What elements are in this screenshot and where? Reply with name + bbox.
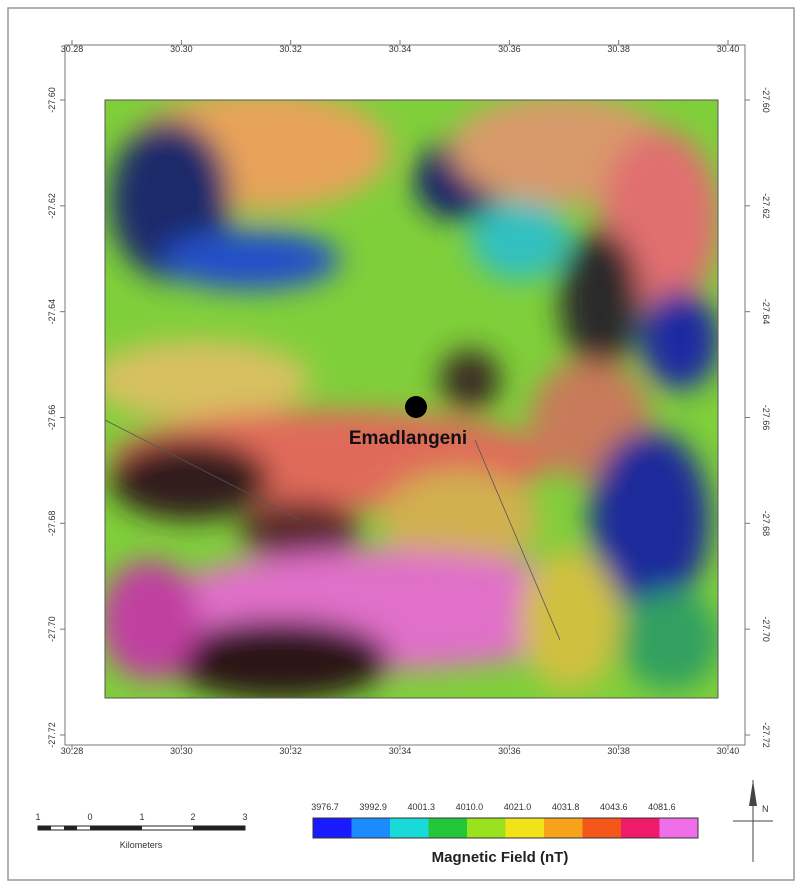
scale-unit: Kilometers — [120, 840, 163, 850]
place-label: Emadlangeni — [349, 428, 467, 449]
scale-label: 3 — [242, 812, 247, 822]
legend-swatch — [313, 818, 352, 838]
y-tick-label-left: -27.62 — [47, 193, 57, 219]
legend-label: 3976.7 — [311, 802, 339, 812]
scale-bar — [38, 826, 245, 830]
page: {"map": {"x_ticks": ["30.28", "30.30", "… — [0, 0, 802, 891]
north-label: N — [762, 804, 769, 814]
legend-swatch — [352, 818, 391, 838]
y-tick-label-left: -27.70 — [47, 616, 57, 642]
y-tick-label-right: -27.64 — [761, 299, 771, 325]
y-tick-label-left: -27.68 — [47, 511, 57, 537]
legend-label: 3992.9 — [359, 802, 387, 812]
y-tick-label-right: -27.72 — [761, 722, 771, 748]
y-tick-label-left: -27.64 — [47, 299, 57, 325]
legend-label: 4081.6 — [648, 802, 676, 812]
legend-label: 4021.0 — [504, 802, 532, 812]
x-tick-label-top: 30.36 — [498, 44, 521, 54]
x-tick-label-top: 30.40 — [717, 44, 740, 54]
legend-label: 4043.6 — [600, 802, 628, 812]
y-tick-label-left: -27.60 — [47, 87, 57, 113]
scale-label: 2 — [190, 812, 195, 822]
legend-swatch — [467, 818, 506, 838]
figure: Emadlangeni Kilometers Magnetic Field (n… — [0, 0, 802, 886]
legend-swatch — [390, 818, 429, 838]
legend-label: 4031.8 — [552, 802, 580, 812]
legend-title: Magnetic Field (nT) — [432, 849, 569, 866]
y-tick-label-left: -27.66 — [47, 405, 57, 431]
y-tick-label-right: -27.62 — [761, 193, 771, 219]
legend-swatch — [660, 818, 699, 838]
legend-swatch — [544, 818, 583, 838]
legend-label: 4010.0 — [456, 802, 484, 812]
y-tick-label-left: -27.72 — [47, 722, 57, 748]
y-tick-label-right: -27.60 — [761, 87, 771, 113]
y-tick-label-right: -27.70 — [761, 616, 771, 642]
y-tick-label-right: -27.66 — [761, 405, 771, 431]
legend-swatch — [429, 818, 468, 838]
legend-label: 4001.3 — [407, 802, 435, 812]
magnetic-map — [90, 90, 720, 700]
scale-label: 0 — [87, 812, 92, 822]
x-tick-label-top: 30.32 — [279, 44, 302, 54]
x-tick-label-top: 30.38 — [607, 44, 630, 54]
y-tick-label-right: -27.68 — [761, 511, 771, 537]
legend-swatch — [583, 818, 622, 838]
x-tick-label-top: 30.28 — [61, 44, 84, 54]
legend-swatch — [506, 818, 545, 838]
x-tick-label-top: 30.30 — [170, 44, 193, 54]
scale-label: 1 — [139, 812, 144, 822]
scale-label: 1 — [35, 812, 40, 822]
legend-swatch — [621, 818, 660, 838]
town-marker — [405, 396, 427, 418]
x-tick-label-top: 30.34 — [389, 44, 412, 54]
